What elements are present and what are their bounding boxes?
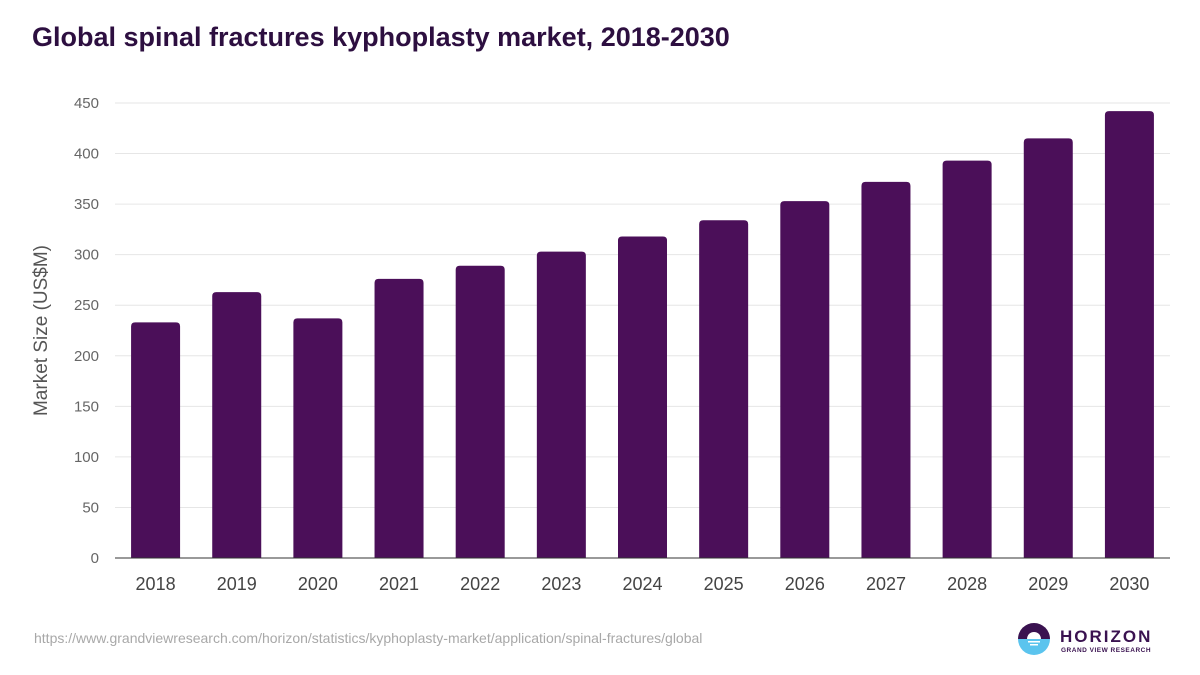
- x-tick-label: 2021: [379, 574, 419, 594]
- bar-2024: [618, 236, 667, 558]
- x-tick-label: 2019: [217, 574, 257, 594]
- x-tick-label: 2030: [1109, 574, 1149, 594]
- bar-2027: [861, 181, 911, 558]
- x-tick-label: 2023: [541, 574, 581, 594]
- bar-2028: [942, 160, 992, 558]
- bar-2030: [1104, 111, 1154, 558]
- x-tick-label: 2024: [622, 574, 662, 594]
- bar-2020: [293, 318, 343, 558]
- y-tick-label: 200: [74, 348, 99, 365]
- y-tick-label: 350: [74, 196, 99, 213]
- x-tick-label: 2018: [136, 574, 176, 594]
- bar-2018: [131, 322, 181, 558]
- x-tick-label: 2020: [298, 574, 338, 594]
- y-tick-label: 0: [91, 550, 99, 567]
- y-tick-label: 100: [74, 449, 99, 466]
- logo-name: HORIZON: [1060, 627, 1152, 646]
- y-tick-label: 400: [74, 146, 99, 163]
- logo-subtitle: GRAND VIEW RESEARCH: [1061, 647, 1151, 654]
- horizon-logo: HORIZON GRAND VIEW RESEARCH: [1018, 623, 1152, 655]
- source-url: https://www.grandviewresearch.com/horizo…: [34, 630, 703, 646]
- y-tick-label: 50: [82, 499, 99, 516]
- y-axis-label: Market Size (US$M): [31, 245, 52, 416]
- x-tick-label: 2026: [785, 574, 825, 594]
- x-tick-label: 2028: [947, 574, 987, 594]
- y-tick-label: 150: [74, 398, 99, 415]
- x-tick-label: 2025: [704, 574, 744, 594]
- y-tick-label: 250: [74, 297, 99, 314]
- x-tick-label: 2027: [866, 574, 906, 594]
- y-tick-label: 300: [74, 247, 99, 264]
- bar-2021: [374, 278, 424, 558]
- bar-2019: [212, 292, 262, 558]
- y-tick-label: 450: [74, 95, 99, 112]
- bar-2022: [455, 265, 505, 558]
- bar-2026: [780, 201, 830, 559]
- x-tick-label: 2022: [460, 574, 500, 594]
- x-tick-label: 2029: [1028, 574, 1068, 594]
- bar-2023: [536, 251, 586, 558]
- chart-title: Global spinal fractures kyphoplasty mark…: [32, 22, 730, 52]
- bar-2029: [1023, 138, 1073, 558]
- bar-2025: [699, 220, 749, 559]
